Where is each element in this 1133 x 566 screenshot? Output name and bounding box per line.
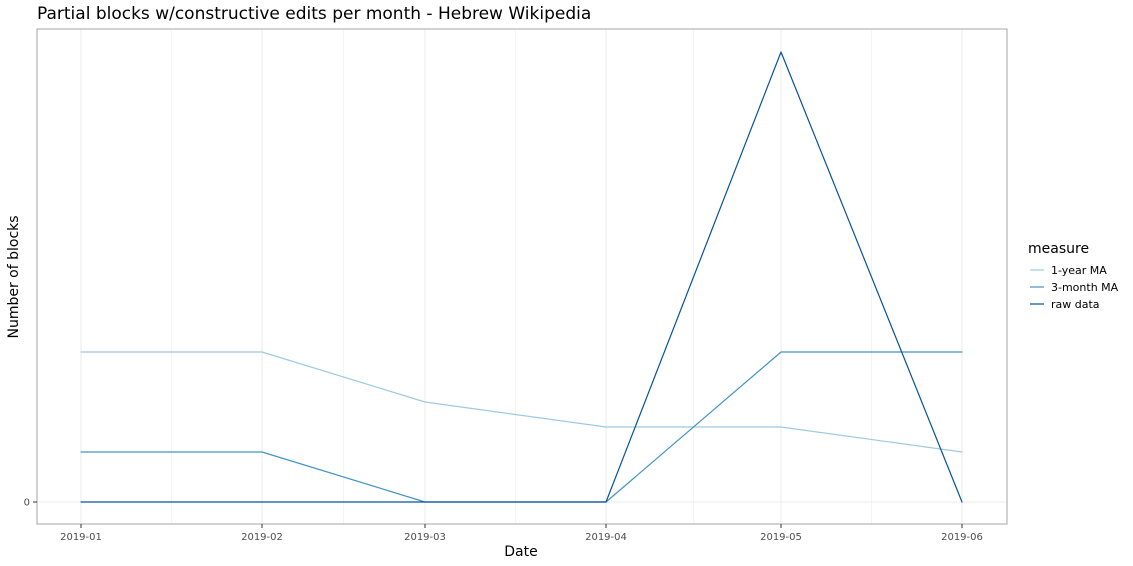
x-tick-label: 2019-06 xyxy=(941,532,983,543)
x-tick-label: 2019-04 xyxy=(585,532,627,543)
y-axis: 0 xyxy=(24,498,37,509)
series-line-1-year-ma xyxy=(80,351,963,453)
series-lines xyxy=(80,51,963,503)
x-tick-label: 2019-05 xyxy=(760,532,802,543)
legend-title: measure xyxy=(1028,241,1089,257)
x-axis-title: Date xyxy=(504,544,537,560)
legend-label: 1-year MA xyxy=(1051,264,1107,277)
x-tick-label: 2019-01 xyxy=(60,532,102,543)
legend: measure 1-year MA 3-month MA raw data xyxy=(1028,241,1119,311)
x-axis: 2019-01 2019-02 2019-03 2019-04 2019-05 2019-… xyxy=(60,524,983,543)
chart-title: Partial blocks w/constructive edits per … xyxy=(37,4,591,24)
plot-border xyxy=(36,28,1008,525)
y-tick-label: 0 xyxy=(24,498,30,509)
plot-background xyxy=(37,29,1007,524)
legend-label: 3-month MA xyxy=(1051,281,1119,294)
x-tick-label: 2019-02 xyxy=(241,532,283,543)
legend-label: raw data xyxy=(1051,298,1100,311)
y-axis-title: Number of blocks xyxy=(6,215,22,338)
x-tick-label: 2019-03 xyxy=(404,532,446,543)
series-line-raw-data xyxy=(80,51,963,503)
